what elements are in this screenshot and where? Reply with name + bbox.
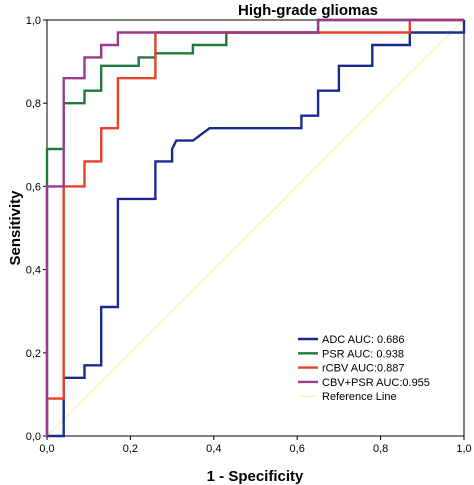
x-axis: 0,0 0,2 0,4 0,6 0,8 1,0: [39, 436, 472, 455]
x-tick-label: 0,8: [373, 443, 388, 455]
legend-label: PSR AUC: 0.938: [322, 348, 404, 360]
series-line-2: [45, 18, 464, 436]
y-axis: 0,0 0,2 0,4 0,6 0,8 1,0: [26, 15, 47, 443]
legend: ADC AUC: 0.686 PSR AUC: 0.938 rCBV AUC:0.8…: [298, 334, 430, 403]
series-lines: [45, 18, 466, 438]
x-tick-label: 0,6: [290, 443, 305, 455]
y-tick-label: 0,8: [26, 98, 41, 110]
legend-label: CBV+PSR AUC:0.955: [322, 377, 430, 389]
y-tick-label: 1,0: [26, 15, 41, 27]
y-tick-label: 0,2: [26, 348, 41, 360]
chart-title: High-grade gliomas: [238, 2, 378, 19]
x-tick-label: 0,2: [123, 443, 138, 455]
x-axis-title: 1 - Specificity: [207, 468, 304, 485]
x-tick-label: 1,0: [456, 443, 471, 455]
x-tick-label: 0,0: [39, 443, 54, 455]
y-tick-label: 0,4: [26, 265, 41, 277]
series-line-3: [45, 18, 464, 436]
legend-label: ADC AUC: 0.686: [322, 334, 405, 346]
x-tick-label: 0,4: [206, 443, 221, 455]
series-line-4: [46, 19, 465, 437]
legend-label: rCBV AUC:0.887: [322, 363, 405, 375]
legend-label: Reference Line: [322, 391, 397, 403]
y-axis-title: Sensitivity: [7, 190, 24, 266]
series-line-0: [47, 20, 466, 438]
y-tick-label: 0,6: [26, 181, 41, 193]
y-tick-label: 0,0: [26, 431, 41, 443]
